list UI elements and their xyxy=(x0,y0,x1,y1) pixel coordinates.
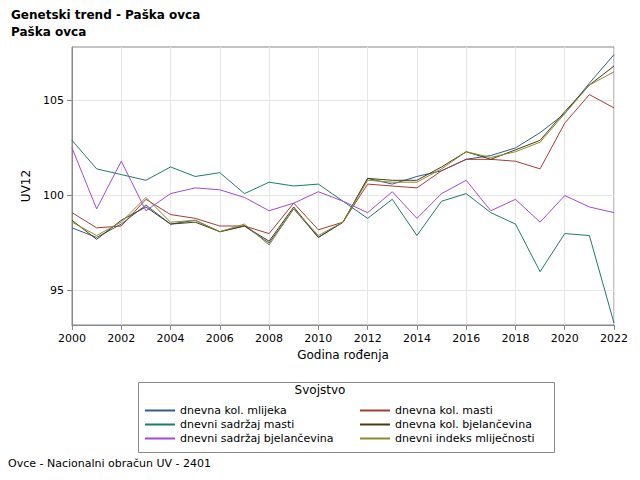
svg-text:2006: 2006 xyxy=(206,332,234,345)
svg-text:Paška ovca: Paška ovca xyxy=(11,25,86,39)
svg-text:2008: 2008 xyxy=(255,332,283,345)
svg-text:2014: 2014 xyxy=(403,332,431,345)
svg-text:dnevna kol. masti: dnevna kol. masti xyxy=(395,404,493,417)
svg-text:Ovce - Nacionalni obračun UV -: Ovce - Nacionalni obračun UV - 2401 xyxy=(8,457,211,470)
svg-text:dnevna kol. bjelančevina: dnevna kol. bjelančevina xyxy=(395,418,532,431)
svg-text:Genetski trend - Paška ovca: Genetski trend - Paška ovca xyxy=(11,8,200,22)
svg-text:2020: 2020 xyxy=(551,332,579,345)
svg-text:dnevni indeks mliječnosti: dnevni indeks mliječnosti xyxy=(395,432,535,445)
svg-text:2002: 2002 xyxy=(107,332,135,345)
svg-text:2016: 2016 xyxy=(452,332,480,345)
svg-text:2018: 2018 xyxy=(501,332,529,345)
svg-text:2012: 2012 xyxy=(354,332,382,345)
svg-text:100: 100 xyxy=(43,189,64,202)
svg-text:UV12: UV12 xyxy=(19,170,33,202)
svg-text:dnevna kol. mlijeka: dnevna kol. mlijeka xyxy=(180,404,287,417)
svg-text:2010: 2010 xyxy=(304,332,332,345)
svg-text:105: 105 xyxy=(43,94,64,107)
svg-text:2004: 2004 xyxy=(157,332,185,345)
svg-text:dnevni sadržaj masti: dnevni sadržaj masti xyxy=(180,418,294,431)
svg-text:95: 95 xyxy=(50,284,64,297)
svg-text:2000: 2000 xyxy=(58,332,86,345)
svg-text:Godina rođenja: Godina rođenja xyxy=(297,348,389,362)
svg-text:Svojstvo: Svojstvo xyxy=(295,383,346,397)
svg-text:2022: 2022 xyxy=(600,332,628,345)
svg-text:dnevni sadržaj bjelančevina: dnevni sadržaj bjelančevina xyxy=(180,432,333,445)
